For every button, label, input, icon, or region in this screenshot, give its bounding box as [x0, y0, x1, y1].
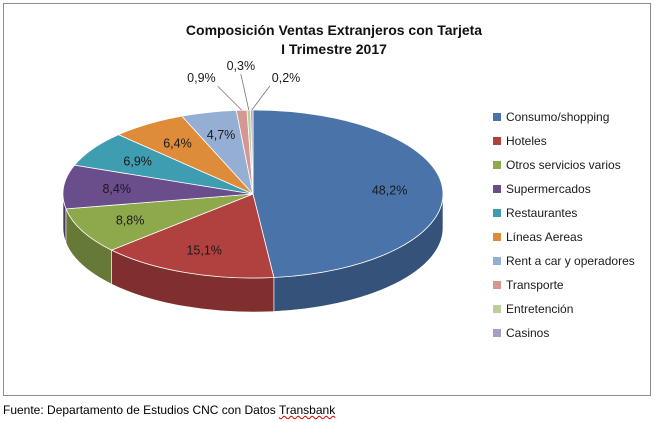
- legend-label-supermercados: Supermercados: [506, 182, 591, 196]
- legend-label-transporte: Transporte: [506, 278, 564, 292]
- slice-label-supermercados: 8,4%: [102, 182, 131, 196]
- leader-line-transporte: [217, 85, 242, 111]
- legend-label-rent-a-car-y-operadores: Rent a car y operadores: [506, 254, 635, 268]
- chart-subtitle: I Trimestre 2017: [281, 41, 387, 57]
- leader-line-casinos: [251, 85, 271, 111]
- slice-label-consumo-shopping: 48,2%: [372, 184, 407, 198]
- slice-label-otros-servicios-varios: 8,8%: [116, 214, 145, 228]
- legend-swatch-casinos: [493, 329, 501, 337]
- source-note: Fuente: Departamento de Estudios CNC con…: [3, 403, 335, 417]
- legend-label-hoteles: Hoteles: [506, 134, 547, 148]
- legend-swatch-entretencion: [493, 305, 501, 313]
- legend-swatch-transporte: [493, 281, 501, 289]
- legend-swatch-otros-servicios-varios: [493, 161, 501, 169]
- slice-label-restaurantes: 6,9%: [123, 154, 152, 168]
- chart-frame: Composición Ventas Extranjeros con Tarje…: [3, 3, 651, 396]
- legend: Consumo/shopping Hoteles Otros servicios v…: [493, 110, 635, 340]
- slice-hoteles: [110, 193, 275, 279]
- legend-swatch-consumo-shopping: [493, 113, 501, 121]
- legend-swatch-rent-a-car-y-operadores: [493, 257, 501, 265]
- slice-consumo-shopping: [252, 109, 444, 278]
- slice-casinos: [250, 109, 254, 195]
- pie-chart: Composición Ventas Extranjeros con Tarje…: [62, 22, 635, 340]
- legend-label-lineas-aereas: Líneas Aereas: [506, 230, 583, 244]
- legend-swatch-lineas-aereas: [493, 233, 501, 241]
- legend-label-otros-servicios-varios: Otros servicios varios: [506, 158, 621, 172]
- slice-label-lineas-aereas: 6,4%: [163, 137, 192, 151]
- legend-label-restaurantes: Restaurantes: [506, 206, 577, 220]
- legend-swatch-restaurantes: [493, 209, 501, 217]
- leader-line-entretencion: [240, 73, 250, 111]
- chart-title: Composición Ventas Extranjeros con Tarje…: [186, 22, 482, 38]
- legend-label-entretencion: Entretención: [506, 302, 573, 316]
- legend-label-casinos: Casinos: [506, 326, 549, 340]
- slice-supermercados: [62, 164, 254, 210]
- legend-swatch-supermercados: [493, 185, 501, 193]
- slice-label-rent-a-car-y-operadores: 4,7%: [207, 128, 236, 142]
- slice-label-casinos: 0,2%: [272, 71, 301, 85]
- source-prefix: Fuente: Departamento de Estudios CNC con…: [3, 403, 279, 417]
- legend-label-consumo-shopping: Consumo/shopping: [506, 110, 609, 124]
- slice-label-hoteles: 15,1%: [186, 244, 221, 258]
- slice-otros-servicios-varios: [65, 193, 254, 251]
- slice-label-transporte: 0,9%: [187, 71, 216, 85]
- pie-group: 48,2% 15,1% 8,8% 8,4% 6,9% 6,4% 4,7% 0,9% 0,3% 0,…: [62, 59, 444, 313]
- source-suffix: Transbank: [278, 403, 336, 417]
- legend-swatch-hoteles: [493, 137, 501, 145]
- slice-label-entretencion: 0,3%: [227, 59, 256, 73]
